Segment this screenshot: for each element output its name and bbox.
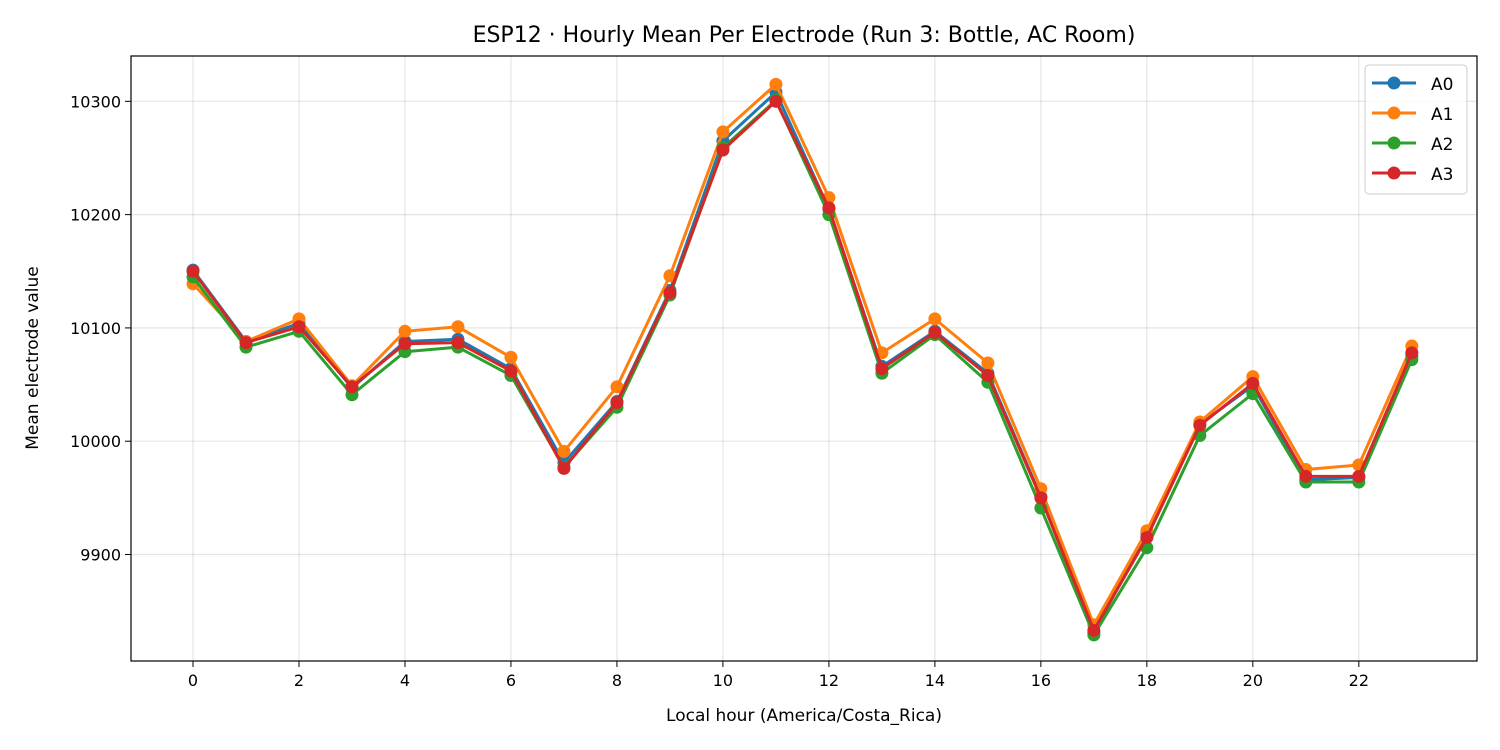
series-line <box>191 82 1414 627</box>
series-group <box>186 77 1419 642</box>
legend-swatch-marker <box>1387 106 1401 120</box>
data-point <box>1193 418 1207 432</box>
x-axis-label: Local hour (America/Costa_Rica) <box>666 706 942 726</box>
legend-label: A0 <box>1431 75 1453 95</box>
grid <box>131 56 1477 661</box>
data-point <box>716 143 730 157</box>
data-point <box>451 320 465 334</box>
data-point <box>663 269 677 283</box>
data-point <box>1034 491 1048 505</box>
legend-label: A2 <box>1431 135 1453 155</box>
data-point <box>1405 346 1419 360</box>
data-point <box>345 380 359 394</box>
y-tick-label: 10100 <box>70 319 121 338</box>
data-point <box>186 264 200 278</box>
legend-swatch-marker <box>1387 76 1401 90</box>
plot-frame <box>130 55 1478 662</box>
data-point <box>981 368 995 382</box>
chart-title: ESP12 · Hourly Mean Per Electrode (Run 3… <box>473 23 1136 48</box>
axes: 0 2 4 6 8 10 12 14 16 18 20 22 9900 10000 10100 10200 10… <box>70 92 1369 690</box>
data-point <box>398 337 412 351</box>
data-point <box>875 362 889 376</box>
data-point <box>292 320 306 334</box>
legend-label: A3 <box>1431 165 1453 185</box>
x-tick-label: 22 <box>1349 671 1369 690</box>
x-tick-label: 18 <box>1137 671 1157 690</box>
data-point <box>928 325 942 339</box>
data-point <box>663 286 677 300</box>
y-tick-label: 10300 <box>70 92 121 111</box>
data-point <box>769 77 783 91</box>
legend-label: A1 <box>1431 105 1453 125</box>
data-point <box>557 444 571 458</box>
data-point <box>451 336 465 350</box>
x-tick-label: 10 <box>713 671 733 690</box>
series-A3 <box>186 94 1419 637</box>
legend-swatch-marker <box>1387 136 1401 150</box>
data-point <box>1246 376 1260 390</box>
data-point <box>504 350 518 364</box>
data-point <box>1352 469 1366 483</box>
x-tick-label: 4 <box>400 671 410 690</box>
data-point <box>1299 469 1313 483</box>
x-tick-label: 20 <box>1243 671 1263 690</box>
data-point <box>398 324 412 338</box>
data-point <box>557 461 571 475</box>
y-tick-label: 10200 <box>70 206 121 225</box>
x-tick-label: 14 <box>925 671 945 690</box>
y-tick-label: 10000 <box>70 432 121 451</box>
x-tick-label: 0 <box>188 671 198 690</box>
legend-swatch-marker <box>1387 166 1401 180</box>
data-point <box>928 312 942 326</box>
data-point <box>981 356 995 370</box>
data-point <box>822 201 836 215</box>
data-point <box>504 364 518 378</box>
data-point <box>716 125 730 139</box>
data-point <box>1087 623 1101 637</box>
x-tick-label: 2 <box>294 671 304 690</box>
data-point <box>769 94 783 108</box>
legend: A0 A1 A2 A3 <box>1364 64 1468 195</box>
data-point <box>610 396 624 410</box>
legend-frame <box>1364 64 1468 195</box>
data-point <box>610 380 624 394</box>
x-tick-label: 8 <box>612 671 622 690</box>
y-axis-label: Mean electrode value <box>23 266 43 449</box>
series-A0 <box>186 85 1419 640</box>
x-tick-label: 6 <box>506 671 516 690</box>
series-line <box>191 99 1414 632</box>
data-point <box>239 336 253 350</box>
data-point <box>1140 531 1154 545</box>
y-tick-label: 9900 <box>80 546 121 565</box>
x-tick-label: 12 <box>819 671 839 690</box>
x-tick-label: 16 <box>1031 671 1051 690</box>
